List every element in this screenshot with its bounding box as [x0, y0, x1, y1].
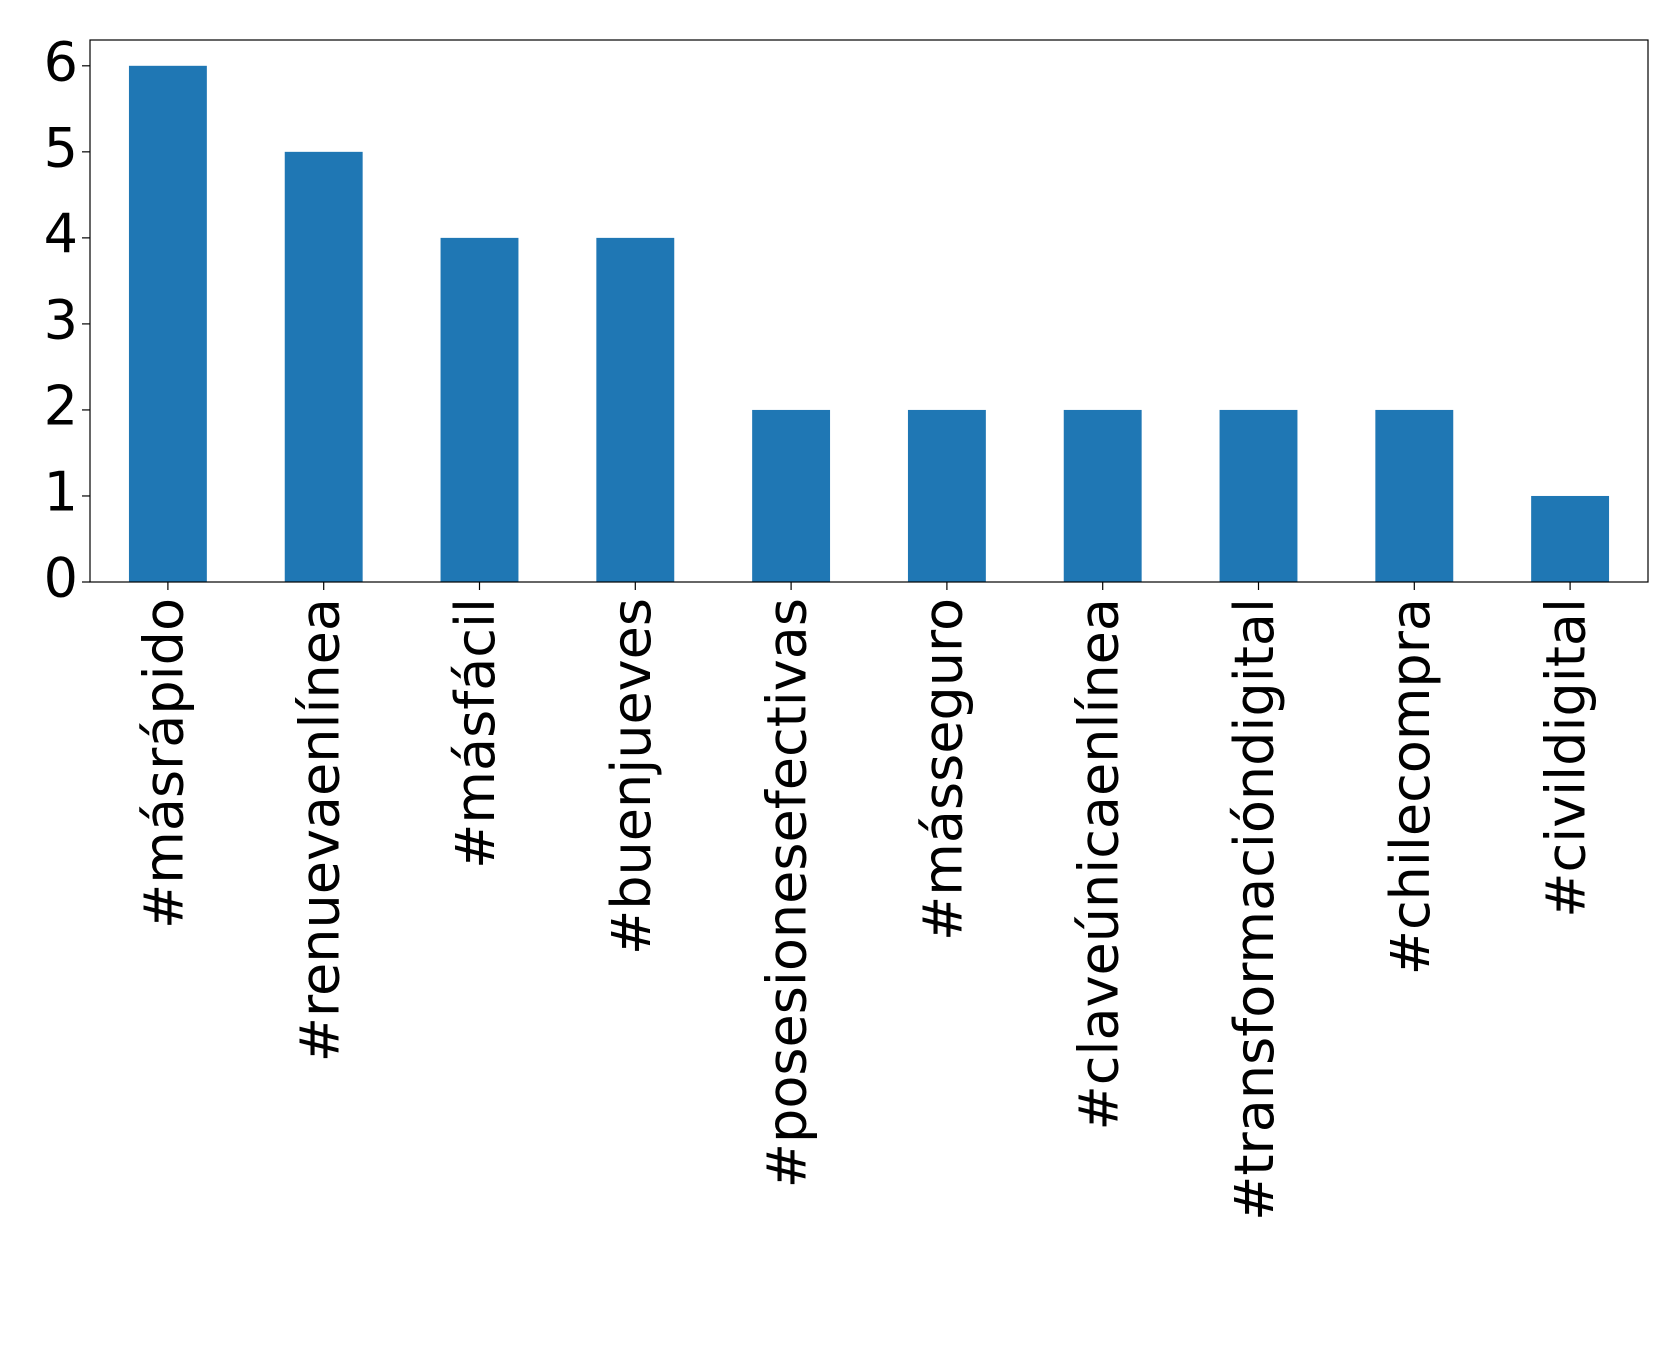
y-tick-label: 0: [44, 547, 78, 610]
x-tick-label: #másfácil: [444, 598, 507, 869]
y-tick-label: 2: [44, 375, 78, 438]
x-tick-label: #buenjueves: [600, 598, 663, 955]
bar: [596, 237, 675, 582]
bar: [752, 409, 831, 582]
x-tick-label: #másrápido: [133, 598, 196, 929]
y-tick-label: 3: [44, 289, 78, 352]
x-tick-label: #chilecompra: [1379, 598, 1442, 975]
x-tick-label: #transformacióndigital: [1223, 598, 1286, 1221]
bar: [440, 237, 519, 582]
bar: [1375, 409, 1454, 582]
plot-frame: [89, 39, 1649, 583]
x-tick-label: #civildigital: [1535, 598, 1598, 918]
bar: [128, 65, 207, 583]
bar: [907, 409, 986, 582]
bar: [1531, 495, 1610, 582]
y-tick-label: 6: [44, 30, 78, 93]
y-tick-label: 1: [44, 461, 78, 524]
bar: [284, 151, 363, 583]
y-tick-label: 5: [44, 116, 78, 179]
bar: [1063, 409, 1142, 582]
x-tick-label: #claveúnicaenlínea: [1067, 598, 1130, 1130]
y-tick-label: 4: [44, 203, 78, 266]
x-tick-label: #másseguro: [912, 598, 975, 941]
x-tick-label: #renuevaenlínea: [288, 598, 351, 1062]
bar: [1219, 409, 1298, 582]
x-tick-label: #posesionesefectivas: [756, 598, 819, 1188]
